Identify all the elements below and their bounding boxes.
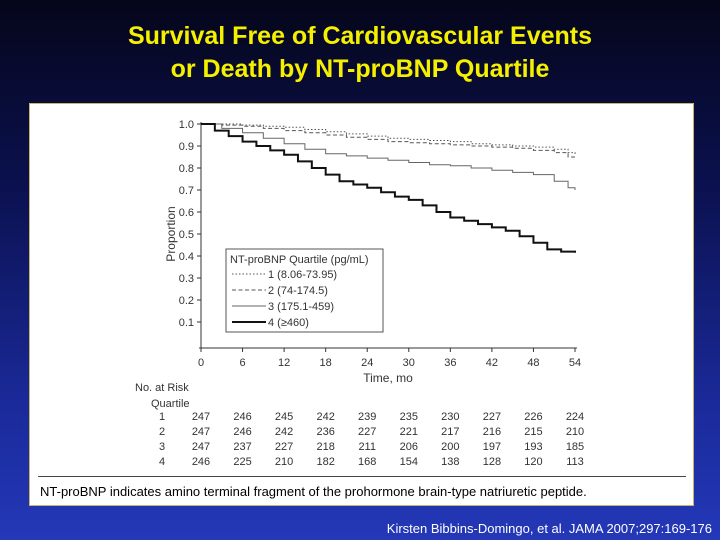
y-tick-label: 1.0	[179, 119, 194, 131]
y-tick-label: 0.5	[179, 229, 194, 241]
at-risk-count: 247	[192, 441, 210, 453]
y-tick-label: 0.6	[179, 207, 194, 219]
at-risk-count: 226	[524, 411, 542, 423]
slide-title-line-2: or Death by NT-proBNP Quartile	[170, 55, 550, 83]
x-tick-label: 48	[527, 357, 539, 369]
at-risk-count: 218	[316, 441, 334, 453]
at-risk-count: 242	[275, 426, 293, 438]
at-risk-count: 211	[358, 441, 376, 453]
x-tick-label: 54	[569, 357, 581, 369]
at-risk-count: 236	[316, 426, 334, 438]
at-risk-count: 246	[233, 426, 251, 438]
footnote-divider	[38, 476, 686, 477]
at-risk-count: 206	[400, 441, 418, 453]
at-risk-count: 247	[192, 411, 210, 423]
x-tick-label: 6	[239, 357, 245, 369]
at-risk-count: 247	[192, 426, 210, 438]
x-tick-label: 0	[198, 357, 204, 369]
legend-label-2: 2 (74-174.5)	[268, 285, 328, 297]
footnote: NT-proBNP indicates amino terminal fragm…	[40, 484, 587, 499]
at-risk-count: 237	[233, 441, 251, 453]
at-risk-count: 185	[566, 441, 584, 453]
slide-title: Survival Free of Cardiovascular Events o…	[0, 20, 720, 86]
at-risk-count: 245	[275, 411, 293, 423]
series-line-1	[201, 123, 576, 155]
at-risk-count: 227	[358, 426, 376, 438]
at-risk-count: 225	[233, 456, 251, 468]
slide-title-line-1: Survival Free of Cardiovascular Events	[127, 22, 593, 50]
y-tick-label: 0.2	[179, 295, 194, 307]
series-line-2	[201, 123, 576, 160]
at-risk-count: 235	[400, 411, 418, 423]
legend-label-3: 3 (175.1-459)	[268, 301, 334, 313]
legend-title: NT-proBNP Quartile (pg/mL)	[230, 254, 369, 266]
at-risk-count: 217	[441, 426, 459, 438]
at-risk-count: 242	[316, 411, 334, 423]
at-risk-row-label: 2	[159, 426, 165, 438]
at-risk-count: 224	[566, 411, 584, 423]
legend-label-1: 1 (8.06-73.95)	[268, 269, 337, 281]
at-risk-row-label: 4	[159, 456, 165, 468]
at-risk-count: 113	[566, 456, 584, 468]
x-tick-label: 18	[320, 357, 332, 369]
x-tick-label: 42	[486, 357, 498, 369]
at-risk-count: 138	[441, 456, 459, 468]
at-risk-count: 154	[400, 456, 418, 468]
at-risk-count: 246	[233, 411, 251, 423]
y-tick-label: 0.9	[179, 141, 194, 153]
legend-label-4: 4 (≥460)	[268, 317, 309, 329]
x-tick-label: 30	[403, 357, 415, 369]
x-tick-label: 24	[361, 357, 373, 369]
y-tick-label: 0.4	[179, 251, 194, 263]
citation: Kirsten Bibbins-Domingo, et al. JAMA 200…	[386, 521, 712, 536]
at-risk-count: 128	[483, 456, 501, 468]
survival-chart: 1.00.90.80.70.60.50.40.30.20.10 6 12 18 24 30…	[135, 119, 584, 468]
at-risk-count: 230	[441, 411, 459, 423]
at-risk-row-label: 3	[159, 441, 165, 453]
series-line-3	[201, 123, 576, 190]
y-tick-label: 0.8	[179, 163, 194, 175]
at-risk-count: 120	[524, 456, 542, 468]
at-risk-count: 197	[483, 441, 501, 453]
y-tick-label: 0.3	[179, 273, 194, 285]
figure-panel: 1.0 0.9 0.8 0.7 0.6 0.5 0.4 0.3 0.2 0.1 0 6 12 18 24 30…	[29, 103, 694, 506]
at-risk-count: 227	[483, 411, 501, 423]
x-tick-label: 12	[278, 357, 290, 369]
at-risk-count: 210	[275, 456, 293, 468]
x-axis-label: Time, mo	[363, 371, 413, 385]
y-axis-label: Proportion	[164, 206, 178, 261]
y-tick-label: 0.7	[179, 185, 194, 197]
at-risk-count: 221	[400, 426, 418, 438]
y-tick-label: 0.1	[179, 317, 194, 329]
at-risk-count: 216	[483, 426, 501, 438]
at-risk-count: 227	[275, 441, 293, 453]
x-tick-label: 36	[444, 357, 456, 369]
series-line-4	[201, 123, 576, 253]
at-risk-count: 168	[358, 456, 376, 468]
at-risk-count: 246	[192, 456, 210, 468]
at-risk-count: 200	[441, 441, 459, 453]
at-risk-count: 182	[316, 456, 334, 468]
at-risk-count: 210	[566, 426, 584, 438]
at-risk-count: 215	[524, 426, 542, 438]
at-risk-count: 239	[358, 411, 376, 423]
at-risk-subheader: Quartile	[151, 398, 190, 410]
at-risk-row-label: 1	[159, 411, 165, 423]
at-risk-count: 193	[524, 441, 542, 453]
at-risk-header: No. at Risk	[135, 382, 189, 394]
